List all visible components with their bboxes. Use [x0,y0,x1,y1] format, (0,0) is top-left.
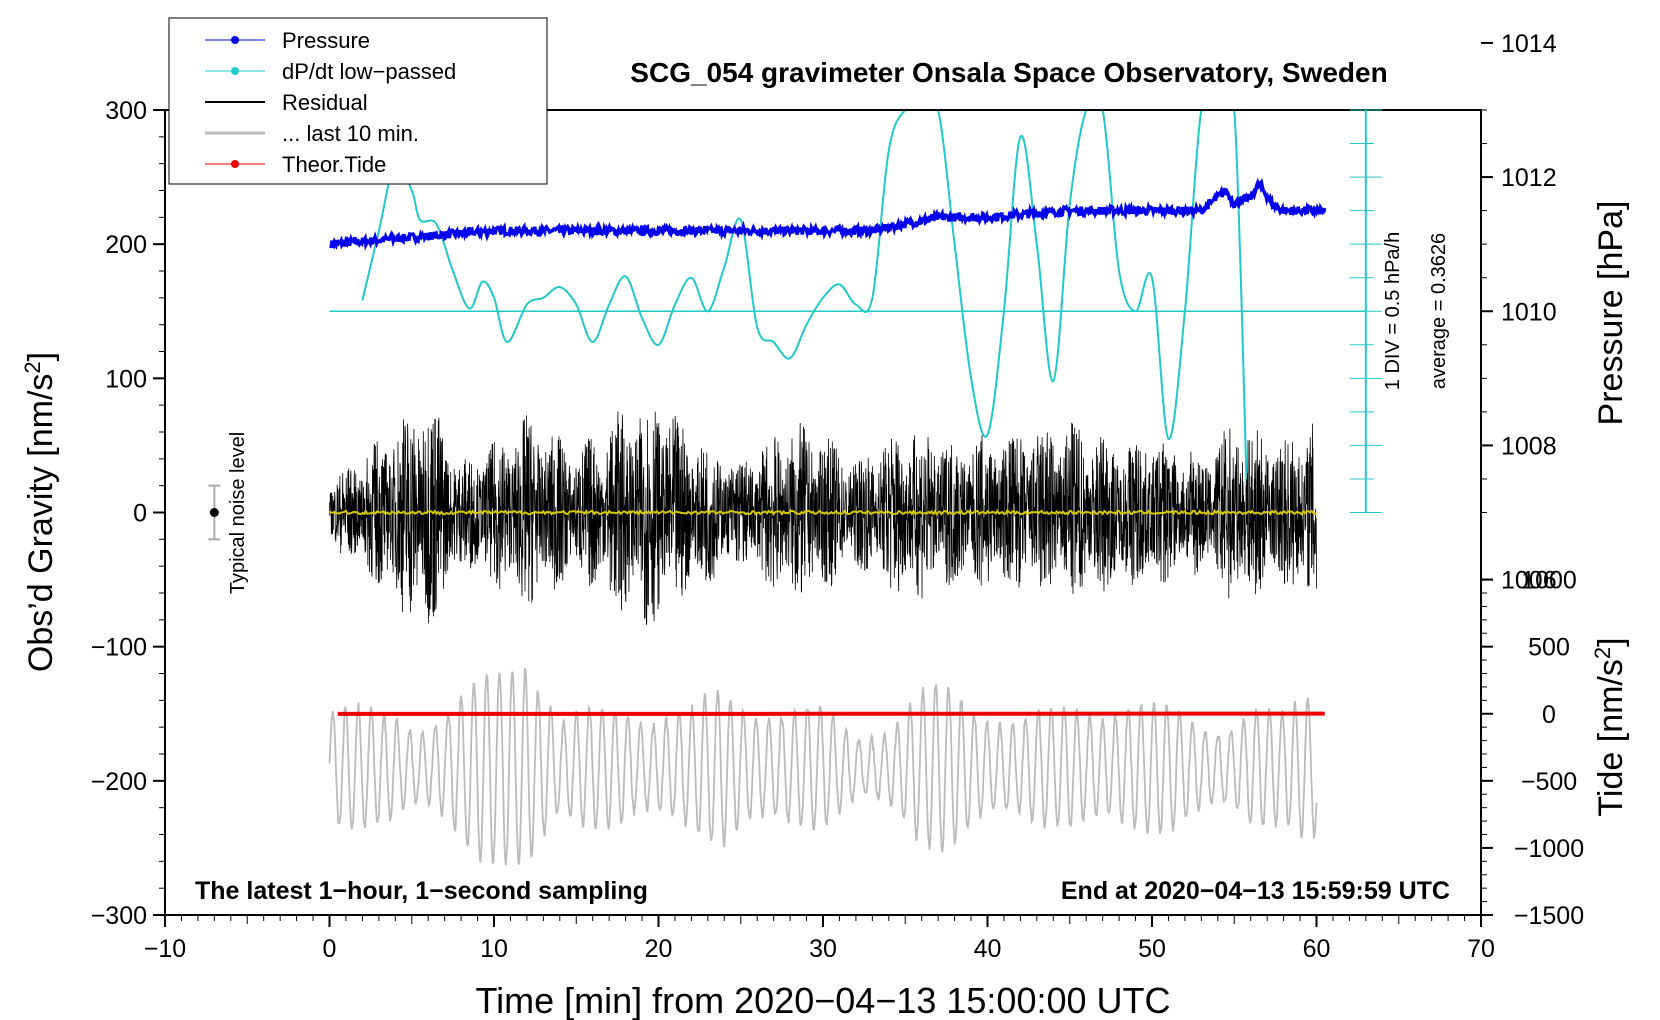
tide-tick-label: −500 [1521,768,1577,796]
tide-axis-label-close: ] [1592,637,1630,646]
legend-swatch-marker [231,36,239,44]
y-tick-label: 0 [133,500,147,528]
legend-swatch-marker [231,67,239,75]
y-tick-label: 100 [105,365,147,393]
legend-item-label: Pressure [282,28,370,53]
x-tick-label: −10 [144,935,186,963]
dpdt-average-label: average = 0.3626 [1428,233,1450,389]
x-tick-label: 20 [645,935,673,963]
tide-axis-label-main: Tide [nm/s [1592,659,1630,816]
x-tick-label: 40 [974,935,1002,963]
last-10-min-series-line [328,667,1318,866]
pressure-tick-label: 1010 [1501,298,1557,326]
dpdt-scale-label: 1 DIV = 0.5 hPa/h [1382,232,1404,390]
tide-tick-label: −1000 [1514,835,1584,863]
y-tick-label: −200 [91,768,147,796]
pressure-tick-label: 1008 [1501,432,1557,460]
tide-tick-label: 500 [1528,634,1570,662]
tide-tick-label: 1000 [1521,567,1577,595]
residual-series-line [329,411,1317,625]
tide-axis-label-sup: 2 [1590,647,1615,659]
x-tick-label: 10 [480,935,508,963]
axis-layer: −10 0 10 20 30 40 50 60 703002001000−100−200−300… [91,30,1584,963]
pressure-axis-label: Pressure [hPa] [1592,201,1630,426]
y-axis-label-main: Obs’d Gravity [nm/s [22,374,60,673]
y-axis-label-close: ] [22,352,60,361]
residual-smoothed-line [329,508,1317,517]
y-axis-label-sup: 2 [20,361,45,373]
legend-item-label: ... last 10 min. [282,121,419,146]
legend: Pressure dP/dt low−passed Residual ... last… [168,17,548,185]
legend-swatch-marker [231,160,239,168]
bottom-left-note: The latest 1−hour, 1−second sampling [195,877,648,905]
tide-tick-label: 0 [1542,701,1556,729]
x-tick-label: 0 [323,935,337,963]
x-axis-label: Time [min] from 2020−04−13 15:00:00 UTC [475,980,1170,1020]
y-tick-label: −100 [91,634,147,662]
y-tick-label: 300 [105,97,147,125]
legend-item-label: Residual [282,90,368,115]
noise-level-label: Typical noise level [227,432,249,594]
y-axis-label: Obs’d Gravity [nm/s2] [20,352,61,672]
series-layer [208,110,1366,866]
pressure-tick-label: 1012 [1501,164,1557,192]
y-tick-label: −300 [91,902,147,930]
legend-item-label: dP/dt low−passed [282,59,456,84]
tide-axis-label: Tide [nm/s2] [1590,637,1631,816]
x-tick-label: 60 [1303,935,1331,963]
x-tick-label: 30 [809,935,837,963]
pressure-series-line [329,177,1327,251]
y-tick-label: 200 [105,231,147,259]
x-tick-label: 50 [1138,935,1166,963]
dpdt-series-line [361,110,1249,513]
chart-title: SCG_054 gravimeter Onsala Space Observat… [630,57,1387,88]
legend-item-label: Theor.Tide [282,152,386,177]
x-tick-label: 70 [1467,935,1495,963]
bottom-right-note: End at 2020−04−13 15:59:59 UTC [1061,877,1450,905]
pressure-tick-label: 1014 [1501,30,1557,58]
noise-marker-dot [209,508,219,517]
pressure-tick-label: 1006 [1501,567,1557,595]
tide-tick-label: −1500 [1514,902,1584,930]
